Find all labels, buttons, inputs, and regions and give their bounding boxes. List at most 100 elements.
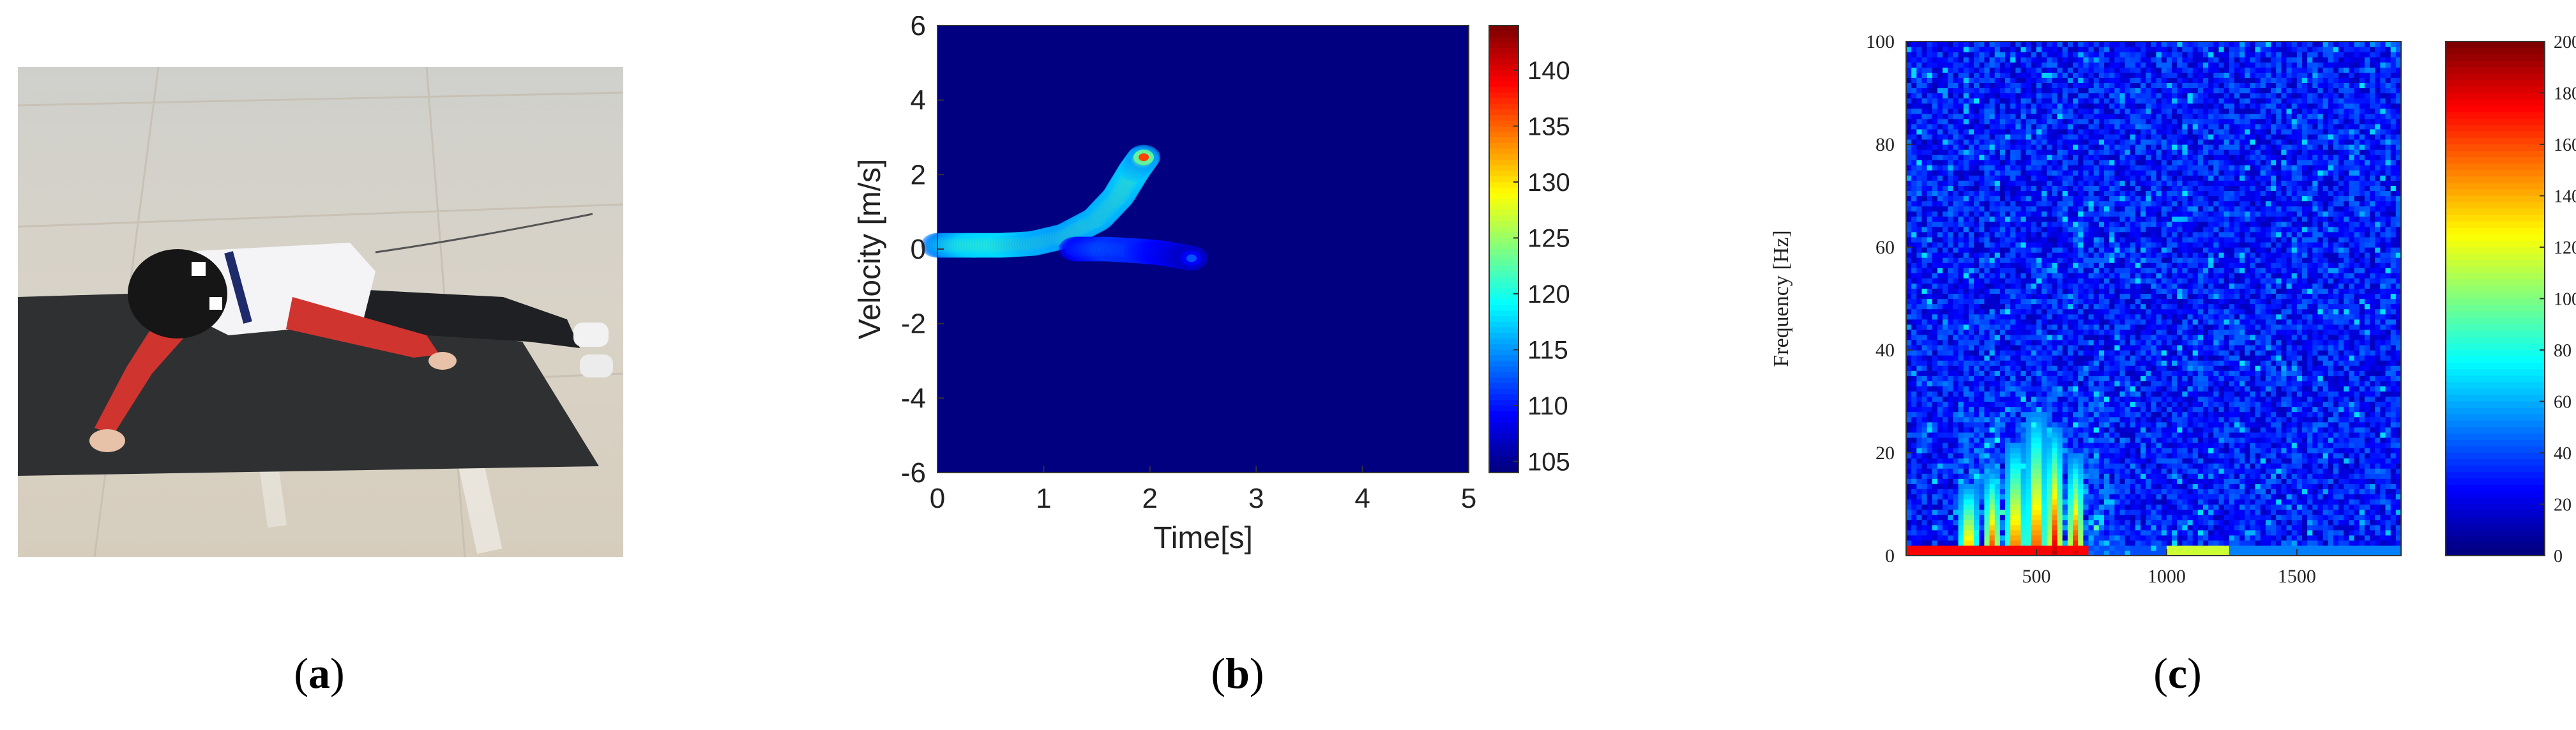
spectrogram-cell — [2239, 381, 2245, 386]
spectrogram-cell — [1968, 453, 1974, 459]
spectrogram-cell — [1999, 535, 2006, 541]
spectrogram-cell — [2156, 344, 2162, 351]
spectrogram-cell — [1989, 437, 1996, 443]
spectrogram-cell — [2208, 329, 2214, 335]
spectrogram-cell — [2052, 370, 2058, 376]
spectrogram-cell — [2015, 509, 2022, 515]
colorbar-segment — [1489, 366, 1519, 373]
spectrogram-cell — [2031, 381, 2037, 386]
spectrogram-cell — [1953, 391, 1959, 397]
spectrogram-cell — [2250, 324, 2256, 330]
spectrogram-cell — [2114, 468, 2121, 474]
spectrogram-cell — [2161, 453, 2167, 459]
spectrogram-cell — [2385, 529, 2391, 536]
spectrogram-cell — [2281, 509, 2287, 515]
spectrogram-cell — [2312, 350, 2319, 356]
spectrogram-cell — [1963, 463, 1969, 469]
spectrogram-cell — [2192, 319, 2199, 325]
spectrogram-cell — [2322, 453, 2329, 459]
spectrogram-cell — [1958, 386, 1964, 392]
spectrogram-cell — [1979, 483, 1985, 489]
spectrogram-cell — [2057, 365, 2063, 371]
spectrogram-cell — [1906, 416, 1912, 423]
spectrogram-cell — [2328, 468, 2334, 474]
spectrogram-cell — [2161, 432, 2167, 438]
spectrogram-cell — [1948, 473, 1954, 479]
spectrogram-cell — [2281, 535, 2287, 541]
spectrogram-cell — [1932, 489, 1938, 494]
spectrogram-cell — [1989, 370, 1996, 376]
spectrogram-cell — [1948, 391, 1954, 397]
spectrogram-cell — [2119, 447, 2126, 453]
spectrogram-cell — [2307, 545, 2313, 551]
spectrogram-cell — [2031, 406, 2037, 413]
spectrogram-cell — [2130, 391, 2136, 397]
spectrogram-cell — [2354, 381, 2360, 386]
spectrogram-cell — [2036, 463, 2042, 469]
spectrogram-cell — [2344, 519, 2350, 526]
spectrogram-cell — [2312, 339, 2319, 346]
spectrogram-cell — [2104, 370, 2110, 376]
spectrogram-cell — [2265, 504, 2271, 510]
spectrogram-cell — [2078, 339, 2084, 346]
spectrogram-cell — [2125, 519, 2131, 526]
spectrogram-cell — [2146, 504, 2152, 510]
spectrogram-cell — [2161, 489, 2167, 494]
spectrogram-cell — [2317, 519, 2324, 526]
spectrogram-cell — [2062, 355, 2068, 361]
spectrogram-cell — [2239, 422, 2245, 428]
spectrogram-cell — [2197, 381, 2204, 386]
spectrogram-cell — [2026, 529, 2032, 536]
spectrogram-cell — [2062, 509, 2068, 515]
spectrogram-cell — [1943, 411, 1948, 418]
spectrogram-cell — [2104, 437, 2110, 443]
spectrogram-cell — [1974, 355, 1980, 361]
spectrogram-cell — [2265, 458, 2271, 464]
spectrogram-cell — [2166, 319, 2172, 325]
spectrogram-cell — [2312, 540, 2319, 546]
spectrogram-cell — [2224, 483, 2230, 489]
spectrogram-cell — [2344, 550, 2350, 556]
spectrogram-cell — [1984, 473, 1990, 479]
spectrogram-cell — [2119, 432, 2126, 438]
spectrogram-cell — [2239, 468, 2245, 474]
spectrogram-cell — [2390, 442, 2397, 448]
spectrogram-cell — [2031, 453, 2037, 459]
spectrogram-cell — [2255, 463, 2261, 469]
spectrogram-cell — [2015, 489, 2022, 494]
spectrogram-cell — [1927, 437, 1933, 443]
spectrogram-cell — [1963, 411, 1969, 418]
spectrogram-cell — [2322, 473, 2329, 479]
spectrogram-cell — [2218, 427, 2225, 433]
spectrogram-cell — [1921, 442, 1928, 448]
spectrogram-cell — [2390, 350, 2397, 356]
spectrogram-cell — [2020, 437, 2027, 443]
spectrogram-cell — [1906, 489, 1912, 494]
spectrogram-cell — [2322, 483, 2329, 489]
spectrogram-cell — [2385, 381, 2391, 386]
spectrogram-cell — [2093, 478, 2100, 484]
spectrogram-cell — [1948, 370, 1954, 376]
spectrogram-cell — [2109, 453, 2115, 459]
spectrogram-cell — [1906, 550, 1912, 556]
colorbar-segment — [1489, 232, 1519, 239]
spectrogram-cell — [2203, 396, 2209, 402]
spectrogram-cell — [2015, 494, 2022, 500]
spectrogram-cell — [2005, 458, 2011, 464]
spectrogram-cell — [2088, 437, 2095, 443]
spectrogram-cell — [2036, 519, 2042, 526]
spectrogram-cell — [2073, 453, 2079, 459]
spectrogram-cell — [2114, 535, 2121, 541]
spectrogram-cell — [2385, 499, 2391, 505]
spectrogram-cell — [2307, 483, 2313, 489]
spectrogram-cell — [2088, 473, 2095, 479]
spectrogram-cell — [2078, 447, 2084, 453]
spectrogram-cell — [2062, 350, 2068, 356]
spectrogram-cell — [1958, 437, 1964, 443]
spectrogram-cell — [2364, 396, 2370, 402]
spectrogram-cell — [2197, 468, 2204, 474]
spectrogram-cell — [2192, 329, 2199, 335]
spectrogram-cell — [2010, 524, 2016, 531]
spectrogram-cell — [2166, 416, 2172, 423]
spectrogram-cell — [2380, 365, 2386, 371]
